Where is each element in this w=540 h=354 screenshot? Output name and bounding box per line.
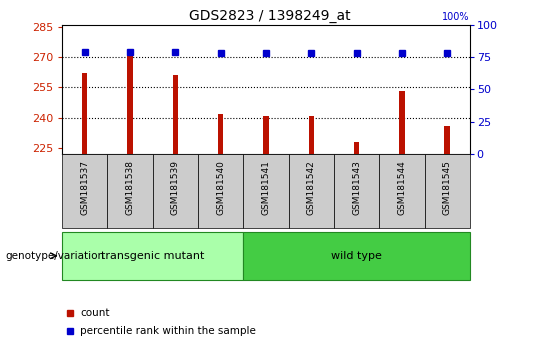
Text: GSM181539: GSM181539 <box>171 160 180 215</box>
Bar <box>379 154 424 228</box>
Bar <box>198 154 244 228</box>
Bar <box>107 154 153 228</box>
Bar <box>153 154 198 228</box>
Text: wild type: wild type <box>331 251 382 261</box>
Text: GSM181541: GSM181541 <box>261 160 271 215</box>
Bar <box>424 154 470 228</box>
Bar <box>288 154 334 228</box>
Bar <box>173 75 178 154</box>
Text: GSM181537: GSM181537 <box>80 160 89 215</box>
Bar <box>218 114 224 154</box>
Bar <box>82 73 87 154</box>
Text: genotype/variation: genotype/variation <box>5 251 105 261</box>
Text: GSM181545: GSM181545 <box>443 160 451 215</box>
Bar <box>334 154 379 228</box>
Bar <box>62 154 107 228</box>
Text: GSM181538: GSM181538 <box>126 160 134 215</box>
Bar <box>62 232 244 280</box>
Text: 100%: 100% <box>442 12 470 22</box>
Text: GSM181543: GSM181543 <box>352 160 361 215</box>
Text: GSM181540: GSM181540 <box>216 160 225 215</box>
Text: percentile rank within the sample: percentile rank within the sample <box>80 326 256 336</box>
Bar <box>244 232 470 280</box>
Text: GSM181544: GSM181544 <box>397 160 406 215</box>
Bar <box>308 116 314 154</box>
Text: GSM181542: GSM181542 <box>307 160 316 215</box>
Text: GDS2823 / 1398249_at: GDS2823 / 1398249_at <box>189 9 351 23</box>
Bar <box>244 154 288 228</box>
Text: transgenic mutant: transgenic mutant <box>101 251 204 261</box>
Bar <box>444 126 450 154</box>
Text: count: count <box>80 308 110 318</box>
Bar <box>399 91 404 154</box>
Bar <box>263 116 269 154</box>
Bar <box>127 55 133 154</box>
Bar <box>354 142 359 154</box>
